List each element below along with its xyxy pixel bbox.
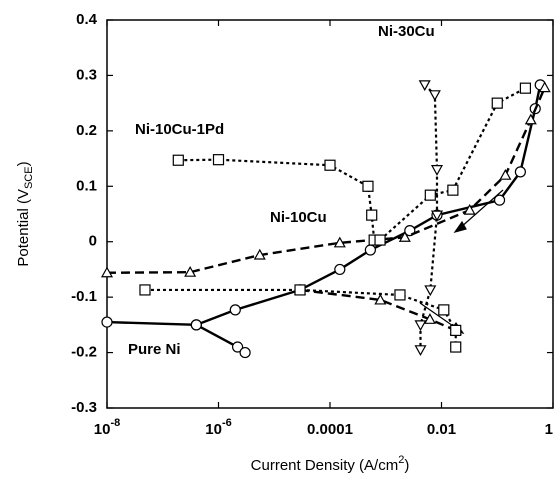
marker [438,304,450,316]
marker [364,244,376,256]
marker [139,284,151,296]
y-axis-label: Potential (VSCE) [15,161,35,266]
marker [184,265,197,277]
x-tick-label-exponent: -8 [110,417,120,429]
y-tick-label: 0.2 [76,122,97,139]
marker [100,266,114,278]
marker [524,113,537,125]
marker [428,90,441,102]
marker [447,184,459,196]
marker [239,346,251,359]
marker [294,284,306,296]
marker [231,341,244,353]
marker [491,97,503,109]
marker [430,210,444,222]
annotation: Ni-10Cu-1Pd [135,121,224,138]
y-tick-label: -0.1 [71,288,97,305]
marker [450,341,462,353]
marker [414,345,427,357]
arrow-head [453,220,467,234]
annotation: Ni-30Cu [378,23,435,40]
y-tick-label: 0.1 [76,177,97,194]
marker [514,166,526,178]
marker [450,324,462,336]
marker [374,234,386,246]
x-tick-label: 0.0001 [307,421,353,438]
marker [366,209,378,221]
marker [172,154,184,166]
marker [362,180,374,192]
x-tick-label-base: 10 [94,421,111,438]
x-axis-label: Current Density (A/cm2) [251,454,410,474]
marker [229,304,241,316]
marker [190,319,202,331]
annotation: Pure Ni [128,341,181,358]
marker [418,80,431,92]
x-tick-label-base: 0.01 [427,421,456,438]
marker [374,293,387,305]
marker [334,263,346,276]
marker [414,320,427,332]
y-tick-label: 0.3 [76,66,97,83]
x-tick-label: 10-6 [205,417,231,438]
x-tick-label-base: 0.0001 [307,421,353,438]
marker [424,285,437,297]
marker [538,81,551,93]
marker [398,231,411,242]
y-tick-label: -0.2 [71,344,97,361]
marker [333,236,346,248]
x-tick-label-base: 10 [205,421,222,438]
marker [212,154,225,166]
marker [519,82,532,94]
marker [463,203,476,215]
x-tick-label-exponent: -6 [222,417,232,429]
marker [499,168,512,180]
y-tick-label: 0.4 [76,11,98,28]
x-tick-label: 0.01 [427,421,456,438]
y-tick-label: -0.3 [71,399,97,416]
x-tick-label: 1 [545,421,553,438]
y-tick-label: 0 [89,233,97,250]
marker [430,165,444,176]
marker [253,248,266,260]
arrow [419,302,457,329]
marker [394,289,406,301]
x-tick-label: 10-8 [94,417,120,438]
marker [324,159,336,171]
marker [423,313,436,324]
marker [101,316,113,328]
marker [424,189,436,201]
marker [493,194,506,206]
annotation: Ni-10Cu [270,209,327,226]
